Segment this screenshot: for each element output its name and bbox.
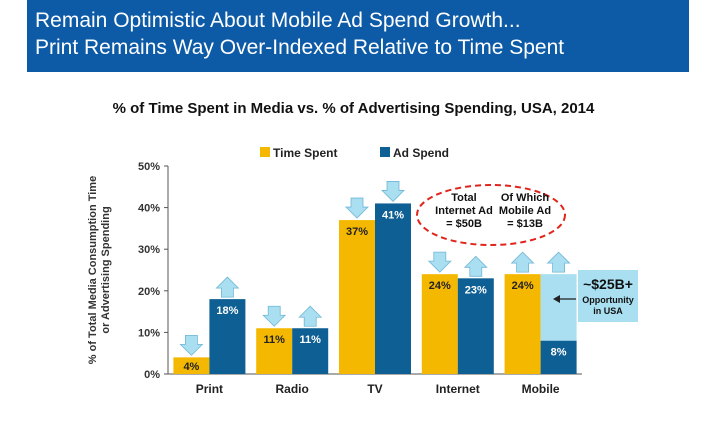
trend-arrow-down-icon (345, 197, 369, 219)
opportunity-caption-line: Opportunity (582, 295, 634, 305)
bar-value-label: 24% (429, 280, 451, 292)
callout-right-line: = $13B (507, 218, 543, 230)
trend-arrow-up-icon (510, 251, 535, 273)
bar-ad-spend (209, 299, 246, 374)
x-tick-label: Internet (436, 382, 480, 396)
y-axis-title: % of Total Media Consumption Timeor Adve… (87, 176, 112, 364)
y-tick-label: 0% (144, 369, 160, 381)
bar-ad-spend (457, 278, 494, 374)
trend-arrow-up-icon (215, 276, 240, 298)
bar-time-spent (339, 220, 375, 374)
y-axis-title-line: % of Total Media Consumption Time (87, 176, 99, 364)
bar-value-label: 18% (216, 305, 238, 317)
y-tick-label: 20% (138, 286, 160, 298)
bar-time-spent (173, 357, 210, 374)
bar-time-spent (256, 328, 293, 374)
opportunity-amount: ~$25B+ (583, 276, 633, 292)
bar-value-label: 11% (263, 334, 285, 346)
legend-swatch (260, 147, 270, 157)
header-banner: Remain Optimistic About Mobile Ad Spend … (27, 0, 689, 72)
y-tick-label: 40% (138, 203, 160, 215)
opportunity-pointer-icon (553, 295, 560, 303)
opportunity-caption-line: in USA (593, 306, 623, 316)
callout-left-line: = $50B (446, 218, 482, 230)
y-axis-title-line: or Advertising Spending (100, 206, 112, 333)
opportunity-bar-segment (540, 274, 577, 341)
callout-ellipse (416, 184, 566, 246)
callout-right-line: Of Which (501, 192, 550, 204)
y-tick-label: 10% (138, 327, 160, 339)
trend-arrow-up-icon (463, 255, 488, 277)
x-tick-label: Mobile (522, 382, 560, 396)
trend-arrow-down-icon (262, 305, 287, 327)
bar-ad-spend (292, 328, 329, 374)
trend-arrow-down-icon (427, 251, 452, 273)
trend-arrow-down-icon (381, 181, 405, 203)
x-tick-label: Print (196, 382, 223, 396)
callout-right-line: Mobile Ad (499, 205, 551, 217)
legend-label: Time Spent (273, 146, 337, 160)
bar-ad-spend (540, 340, 577, 374)
trend-arrow-up-icon (298, 305, 323, 327)
bar-time-spent (421, 274, 458, 374)
x-tick-label: TV (367, 382, 382, 396)
opportunity-box (578, 270, 638, 322)
bar-ad-spend (375, 203, 411, 374)
trend-arrow-up-icon (546, 251, 571, 273)
bar-value-label: 11% (299, 334, 321, 346)
legend-label: Ad Spend (393, 146, 449, 160)
chart-title: % of Time Spent in Media vs. % of Advert… (112, 100, 595, 117)
y-tick-label: 30% (138, 244, 160, 256)
header-line-2: Print Remains Way Over-Indexed Relative … (35, 36, 565, 59)
bar-value-label: 41% (382, 209, 404, 221)
y-tick-label: 50% (138, 161, 160, 173)
legend-swatch (380, 147, 390, 157)
bar-time-spent (504, 274, 541, 374)
x-tick-label: Radio (276, 382, 309, 396)
bar-value-label: 4% (183, 361, 199, 373)
callout-left-line: Total (451, 192, 476, 204)
trend-arrow-down-icon (179, 334, 204, 356)
bar-value-label: 24% (512, 280, 534, 292)
callout-left-line: Internet Ad (435, 205, 493, 217)
bar-value-label: 8% (551, 347, 567, 359)
bar-value-label: 37% (346, 226, 368, 238)
bar-value-label: 23% (465, 284, 487, 296)
header-line-1: Remain Optimistic About Mobile Ad Spend … (35, 9, 521, 32)
